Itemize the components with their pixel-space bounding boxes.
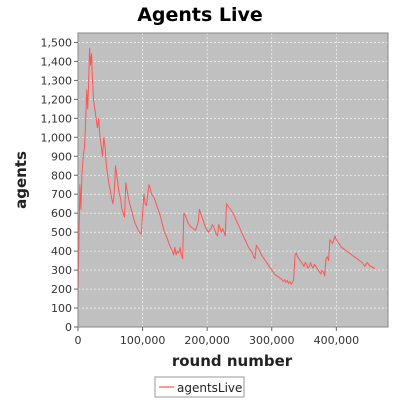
y-tick-label: 1,000: [41, 131, 73, 144]
y-tick-label: 700: [51, 188, 72, 201]
y-tick-label: 1,400: [41, 55, 73, 68]
y-tick-label: 800: [51, 169, 72, 182]
y-axis-title: agents: [12, 151, 30, 209]
x-tick-label: 200,000: [184, 334, 230, 347]
y-tick-label: 900: [51, 150, 72, 163]
y-tick-label: 1,200: [41, 93, 73, 106]
y-tick-label: 1,100: [41, 112, 73, 125]
y-tick-label: 500: [51, 226, 72, 239]
y-tick-label: 1,300: [41, 74, 73, 87]
y-tick-label: 200: [51, 283, 72, 296]
x-tick-label: 300,000: [249, 334, 295, 347]
x-tick-label: 400,000: [314, 334, 360, 347]
plot-background: [77, 32, 389, 328]
plot-border: [77, 32, 389, 328]
x-tick-label: 0: [75, 334, 82, 347]
legend-label-agentsLive: agentsLive: [177, 381, 242, 395]
y-tick-label: 1,500: [41, 36, 73, 49]
y-tick-label: 400: [51, 245, 72, 258]
y-tick-label: 300: [51, 264, 72, 277]
x-tick-label: 100,000: [120, 334, 166, 347]
chart-title: Agents Live: [137, 4, 263, 26]
y-tick-label: 0: [65, 321, 72, 334]
plot-area: [77, 32, 389, 328]
y-tick-label: 100: [51, 302, 72, 315]
series-line-agentsLive: [77, 47, 376, 299]
y-axis: 0 100 200 300 400 500 600 700 800 900 1,000 1,100 1,…: [41, 36, 78, 334]
y-tick-label: 600: [51, 207, 72, 220]
legend-box: [154, 376, 245, 398]
x-axis-title: round number: [172, 352, 293, 370]
legend: agentsLive: [154, 376, 245, 398]
x-axis: 0 100,000 200,000 300,000 400,000: [75, 327, 360, 347]
